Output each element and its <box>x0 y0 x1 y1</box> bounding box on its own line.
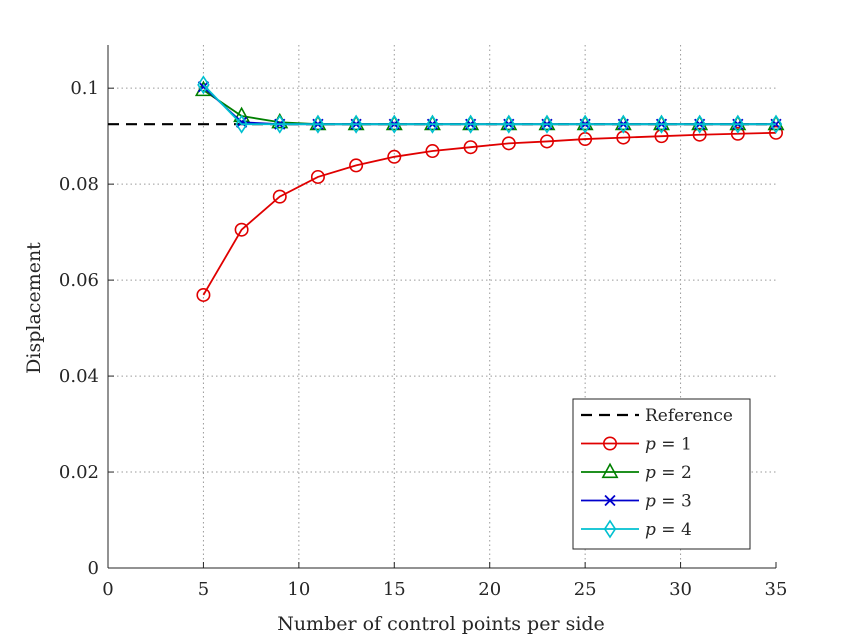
legend-label: p = 4 <box>645 520 692 540</box>
legend-entry: p = 2 <box>581 462 692 483</box>
y-tick-label: 0 <box>88 558 99 579</box>
legend-label: p = 1 <box>645 435 692 455</box>
legend-entry: p = 3 <box>581 492 692 512</box>
data-point-marker <box>349 114 363 134</box>
x-tick-label: 0 <box>102 579 113 600</box>
data-point-marker <box>730 126 745 141</box>
y-tick-label: 0.06 <box>59 270 99 291</box>
data-point-marker <box>425 144 440 159</box>
legend-entry: Reference <box>581 406 733 426</box>
legend-label: Reference <box>645 406 733 426</box>
x-tick-label: 30 <box>669 579 692 600</box>
x-tick-label: 15 <box>383 579 406 600</box>
data-point-marker <box>235 114 248 134</box>
data-point-marker <box>310 169 325 184</box>
data-point-marker <box>769 114 783 134</box>
data-point-marker <box>311 114 325 134</box>
data-point-marker <box>463 140 478 155</box>
legend-marker <box>603 519 617 539</box>
data-point-marker <box>655 114 668 134</box>
data-point-marker <box>236 116 248 128</box>
x-tick-label: 35 <box>765 579 788 600</box>
legend-label: p = 3 <box>645 492 692 512</box>
data-point-marker <box>273 114 286 134</box>
legend: Reference p = 1 p = 2 p = 3 p = 4 <box>572 398 751 550</box>
legend-entry: p = 1 <box>581 435 692 455</box>
series-line-1 <box>202 131 777 296</box>
data-point-marker <box>540 114 554 134</box>
series-line-3 <box>202 86 776 126</box>
data-point-marker <box>387 149 402 164</box>
x-tick-label: 5 <box>198 579 209 600</box>
x-tick-label: 25 <box>574 579 597 600</box>
legend-marker <box>601 462 619 479</box>
data-point-marker <box>197 75 210 95</box>
data-point-marker <box>539 134 554 149</box>
data-point-marker <box>388 114 401 134</box>
legend-box <box>572 398 751 550</box>
data-point-marker <box>426 114 439 134</box>
axes-layer <box>107 45 776 569</box>
legend-marker <box>602 436 617 451</box>
legend-entry: p = 4 <box>581 519 692 540</box>
y-tick-label: 0.02 <box>59 462 99 483</box>
x-axis-title: Number of control points per side <box>277 613 605 635</box>
data-point-marker <box>768 125 783 140</box>
data-point-marker <box>617 114 630 134</box>
data-point-marker <box>464 114 477 134</box>
legend-marker <box>604 494 616 507</box>
data-point-marker <box>501 136 516 151</box>
x-tick-label: 10 <box>287 579 310 600</box>
y-tick-label: 0.08 <box>59 174 99 195</box>
series-line-4 <box>202 84 776 126</box>
series-layer <box>108 75 785 302</box>
data-point-marker <box>272 189 287 204</box>
legend-label: p = 2 <box>645 463 692 483</box>
x-tick-label: 20 <box>478 579 501 600</box>
tick-layer: 0 5 10 15 20 25 30 35 0 0.02 0.04 0.06 0.08 0.1 <box>59 78 788 600</box>
data-point-marker <box>693 114 706 134</box>
data-point-marker <box>234 222 249 237</box>
grid-layer <box>108 45 776 568</box>
data-point-marker <box>578 114 592 134</box>
data-point-marker <box>197 81 210 93</box>
data-point-marker <box>692 127 707 142</box>
data-point-marker <box>502 114 516 134</box>
y-tick-label: 0.1 <box>70 78 99 99</box>
data-point-marker <box>349 158 364 173</box>
series-4 <box>197 75 783 134</box>
y-axis-title: Displacement <box>23 242 45 374</box>
data-point-marker <box>731 114 745 134</box>
y-tick-label: 0.04 <box>59 366 99 387</box>
data-point-marker <box>196 287 211 302</box>
